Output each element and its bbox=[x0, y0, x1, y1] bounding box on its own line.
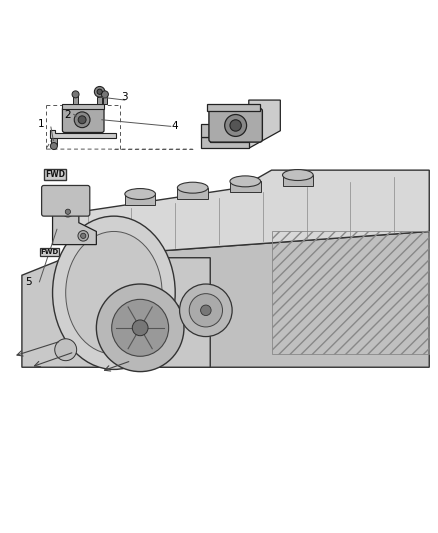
Circle shape bbox=[72, 91, 79, 98]
FancyBboxPatch shape bbox=[62, 107, 104, 133]
Polygon shape bbox=[51, 138, 57, 145]
Circle shape bbox=[78, 231, 88, 241]
Polygon shape bbox=[230, 181, 261, 192]
Text: 1: 1 bbox=[38, 119, 45, 129]
Ellipse shape bbox=[177, 182, 208, 193]
Ellipse shape bbox=[230, 176, 261, 187]
Polygon shape bbox=[201, 124, 215, 138]
Polygon shape bbox=[201, 138, 249, 148]
Polygon shape bbox=[66, 170, 429, 258]
Polygon shape bbox=[283, 175, 313, 186]
Circle shape bbox=[225, 115, 247, 136]
Polygon shape bbox=[66, 231, 429, 367]
Polygon shape bbox=[73, 96, 78, 104]
Polygon shape bbox=[249, 100, 280, 148]
Text: FWD: FWD bbox=[40, 249, 59, 255]
Ellipse shape bbox=[283, 169, 313, 181]
Polygon shape bbox=[50, 130, 116, 138]
Circle shape bbox=[189, 294, 223, 327]
Text: 3: 3 bbox=[121, 92, 128, 102]
Ellipse shape bbox=[125, 189, 155, 199]
Polygon shape bbox=[53, 201, 96, 245]
Circle shape bbox=[132, 320, 148, 336]
FancyBboxPatch shape bbox=[209, 108, 262, 142]
Circle shape bbox=[112, 300, 169, 356]
Polygon shape bbox=[102, 96, 107, 104]
Circle shape bbox=[230, 120, 241, 131]
Circle shape bbox=[55, 339, 77, 361]
Circle shape bbox=[74, 112, 90, 128]
Circle shape bbox=[97, 89, 102, 94]
Circle shape bbox=[94, 86, 105, 97]
Text: 2: 2 bbox=[64, 110, 71, 120]
Circle shape bbox=[63, 206, 73, 217]
Circle shape bbox=[118, 350, 136, 367]
Circle shape bbox=[96, 284, 184, 372]
Circle shape bbox=[81, 233, 86, 238]
Circle shape bbox=[50, 142, 57, 150]
Ellipse shape bbox=[66, 231, 162, 354]
Circle shape bbox=[180, 284, 232, 336]
Circle shape bbox=[101, 91, 109, 98]
Text: 5: 5 bbox=[25, 277, 32, 287]
Text: FWD: FWD bbox=[45, 170, 65, 179]
Ellipse shape bbox=[53, 216, 175, 369]
Polygon shape bbox=[207, 103, 260, 111]
Circle shape bbox=[201, 305, 211, 316]
Polygon shape bbox=[62, 104, 104, 109]
Polygon shape bbox=[97, 97, 102, 104]
Polygon shape bbox=[22, 258, 210, 367]
Circle shape bbox=[65, 209, 71, 214]
Circle shape bbox=[78, 116, 86, 124]
Polygon shape bbox=[125, 194, 155, 205]
Text: 4: 4 bbox=[172, 122, 179, 131]
FancyBboxPatch shape bbox=[42, 185, 90, 216]
Polygon shape bbox=[177, 188, 208, 199]
